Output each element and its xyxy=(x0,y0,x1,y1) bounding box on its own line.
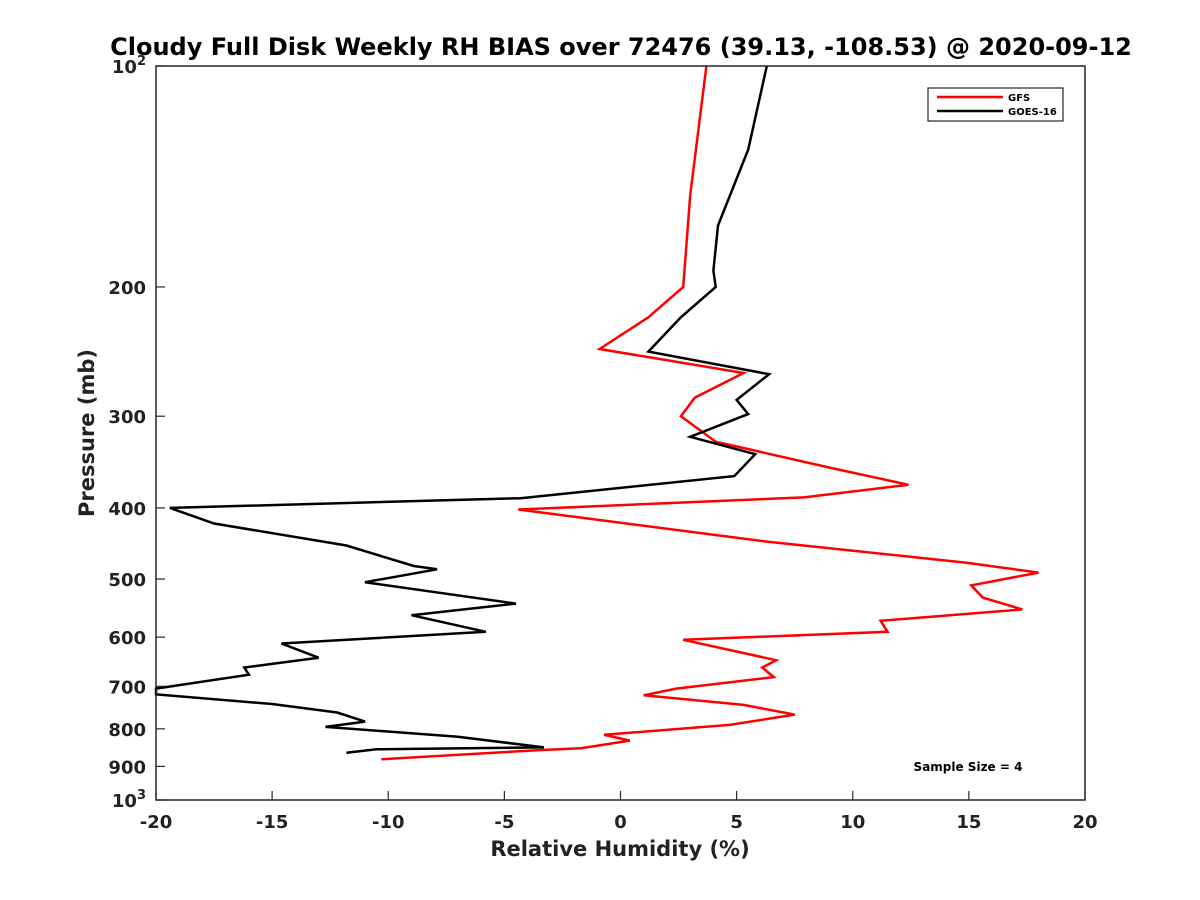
legend-label-goes16: GOES-16 xyxy=(1008,107,1057,118)
plot-area-frame xyxy=(155,65,1086,801)
x-axis-label: Relative Humidity (%) xyxy=(490,837,749,861)
y-tick-label: 700 xyxy=(108,677,146,698)
x-tick-label: -5 xyxy=(494,812,514,833)
series-line-gfs xyxy=(381,65,1039,761)
sample-size-annotation: Sample Size = 4 xyxy=(914,760,1023,774)
plot-series-group xyxy=(154,65,1039,761)
x-tick-label: 15 xyxy=(956,812,981,833)
x-axis-ticks: -20 -15 -10 -5 0 5 10 15 20 xyxy=(140,791,1098,833)
y-tick-label: 400 xyxy=(108,499,146,520)
y-tick-label: 900 xyxy=(108,757,146,778)
y-tick-label: 500 xyxy=(108,570,146,591)
x-tick-label: 5 xyxy=(730,812,743,833)
y-axis-ticks: 102 200 300 400 500 600 700 800 900 103 xyxy=(108,54,165,812)
y-tick-label: 102 xyxy=(112,54,146,78)
y-tick-label: 300 xyxy=(108,407,146,428)
x-tick-label: 20 xyxy=(1072,812,1097,833)
legend: GFS GOES-16 xyxy=(927,87,1064,122)
series-line-goes16 xyxy=(154,65,773,754)
x-tick-label: -15 xyxy=(256,812,289,833)
x-tick-label: -10 xyxy=(372,812,405,833)
legend-label-gfs: GFS xyxy=(1008,93,1030,104)
chart-title: Cloudy Full Disk Weekly RH BIAS over 724… xyxy=(110,33,1132,61)
x-tick-label: 0 xyxy=(614,812,627,833)
y-axis-label: Pressure (mb) xyxy=(75,349,99,517)
y-tick-label: 103 xyxy=(112,788,146,812)
x-tick-label: -20 xyxy=(140,812,173,833)
y-tick-label: 600 xyxy=(108,628,146,649)
y-tick-label: 800 xyxy=(108,720,146,741)
y-tick-label: 200 xyxy=(108,278,146,299)
x-tick-label: 10 xyxy=(840,812,865,833)
legend-box xyxy=(927,87,1064,122)
